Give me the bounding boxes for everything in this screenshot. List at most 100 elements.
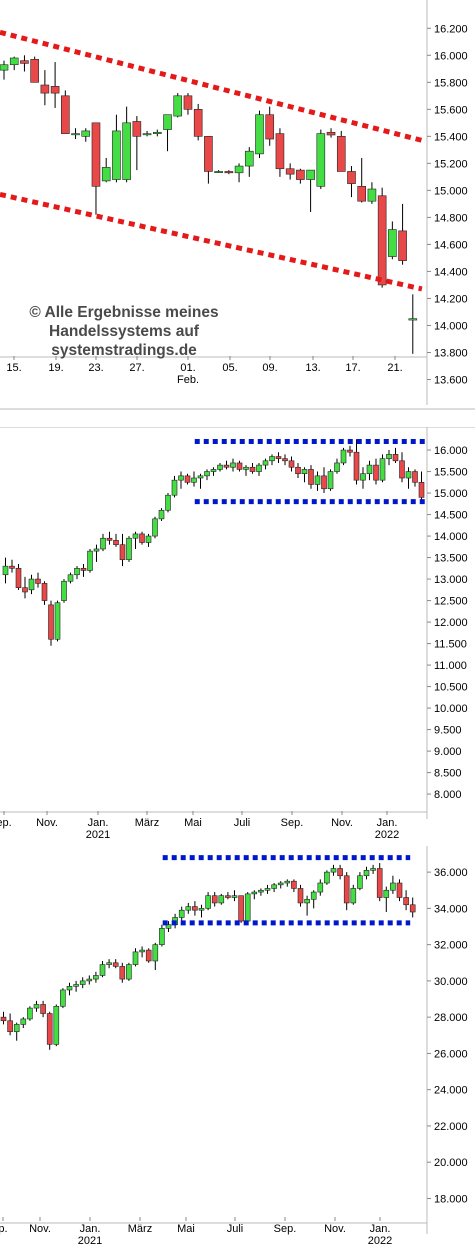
candle <box>326 128 336 138</box>
candle <box>183 93 193 115</box>
candle-body-down <box>139 533 145 543</box>
y-tick-label: 24.000 <box>434 1085 468 1097</box>
candle <box>87 548 93 573</box>
candle-body-up <box>13 1024 20 1032</box>
candle-body-up <box>171 479 178 496</box>
candle-body-up <box>163 114 172 130</box>
candle <box>126 536 132 562</box>
candle-body-up <box>301 469 308 475</box>
candle <box>367 182 377 204</box>
candle <box>366 460 373 481</box>
candle-body-down <box>119 966 126 980</box>
candle-body-down <box>0 1016 7 1022</box>
candle-body-down <box>22 587 28 593</box>
candle <box>66 982 73 996</box>
candle <box>308 465 314 489</box>
candle <box>204 469 210 481</box>
x-tick-label: 27. <box>129 362 144 374</box>
watermark-line-2: Handelssystems auf <box>49 323 200 340</box>
candle <box>119 962 126 983</box>
candle-body-down <box>396 882 403 898</box>
candle-body-down <box>282 458 288 462</box>
x-tick-label: Jan. <box>88 817 109 829</box>
candle <box>262 458 269 470</box>
candle-body-up <box>93 975 99 980</box>
y-tick-label: 13.000 <box>434 574 468 586</box>
x-tick-sublabel: 2021 <box>78 1235 102 1247</box>
candle-body-down <box>296 169 305 180</box>
candle-body-up <box>139 949 145 953</box>
y-tick-label: 16.000 <box>434 445 468 457</box>
candle-body-up <box>386 454 392 459</box>
candle-body-up <box>126 537 132 561</box>
candle-body-down <box>9 565 15 569</box>
candle <box>74 566 80 580</box>
candle-body-up <box>251 891 258 895</box>
candle-body-down <box>376 868 383 898</box>
candle <box>255 110 264 158</box>
candle <box>347 445 353 457</box>
y-tick-label: 11.500 <box>434 639 467 651</box>
candle <box>191 471 197 487</box>
candle-body-up <box>383 889 390 898</box>
candle <box>288 456 295 472</box>
y-tick-label: 34.000 <box>434 903 468 915</box>
candle <box>347 166 356 198</box>
candle <box>244 147 254 177</box>
y-tick-label: 9.500 <box>434 725 462 737</box>
candle <box>405 467 412 489</box>
candle-body-up <box>340 449 347 464</box>
candle <box>152 516 158 539</box>
candle-body-up <box>262 460 269 466</box>
candle-body-down <box>211 895 218 904</box>
candle <box>324 870 330 885</box>
candle-body-down <box>224 171 234 174</box>
candle <box>225 892 231 900</box>
candle-body-down <box>50 86 60 94</box>
x-tick-label: 19. <box>48 362 63 374</box>
candle-body-up <box>132 533 139 539</box>
candle <box>204 136 213 184</box>
candle <box>40 70 50 106</box>
y-tick-label: 18.000 <box>434 1193 468 1205</box>
candle <box>230 458 236 472</box>
candle <box>113 533 119 547</box>
candle-body-up <box>205 895 211 909</box>
candle-body-up <box>93 548 100 552</box>
candle-body-up <box>243 466 249 470</box>
candle-body-down <box>399 460 405 479</box>
x-tick-label: Nov. <box>324 1223 346 1235</box>
candle-body-down <box>353 451 360 481</box>
trend-channel-line <box>0 191 423 292</box>
x-tick-label: Nov. <box>36 817 58 829</box>
candle <box>357 157 367 203</box>
candle <box>50 62 60 108</box>
candle <box>132 948 139 967</box>
y-tick-label: 14.000 <box>434 320 468 332</box>
candle-body-down <box>275 133 285 170</box>
candle-body-up <box>173 95 183 117</box>
y-tick-label: 15.600 <box>434 104 468 116</box>
candle <box>0 1011 7 1025</box>
candle-body-up <box>314 475 321 485</box>
candle <box>314 471 321 491</box>
candle <box>377 187 387 288</box>
candle <box>296 168 305 184</box>
candle-body-up <box>106 962 112 965</box>
candle-body-up <box>145 535 152 543</box>
candle <box>383 886 390 913</box>
x-tick-sublabel: 2022 <box>368 1235 392 1247</box>
candle-body-up <box>244 150 254 167</box>
candle <box>192 901 198 916</box>
candle-body-up <box>112 130 121 180</box>
candle <box>73 980 79 992</box>
x-tick-label: 23. <box>88 362 103 374</box>
y-tick-label: 14.500 <box>434 510 468 522</box>
candle-body-up <box>67 574 74 582</box>
candle <box>214 170 223 173</box>
candle-body-up <box>330 868 337 873</box>
candle <box>373 458 379 485</box>
candle-body-down <box>106 537 113 541</box>
candle <box>173 93 183 118</box>
candle-body-up <box>244 893 251 922</box>
